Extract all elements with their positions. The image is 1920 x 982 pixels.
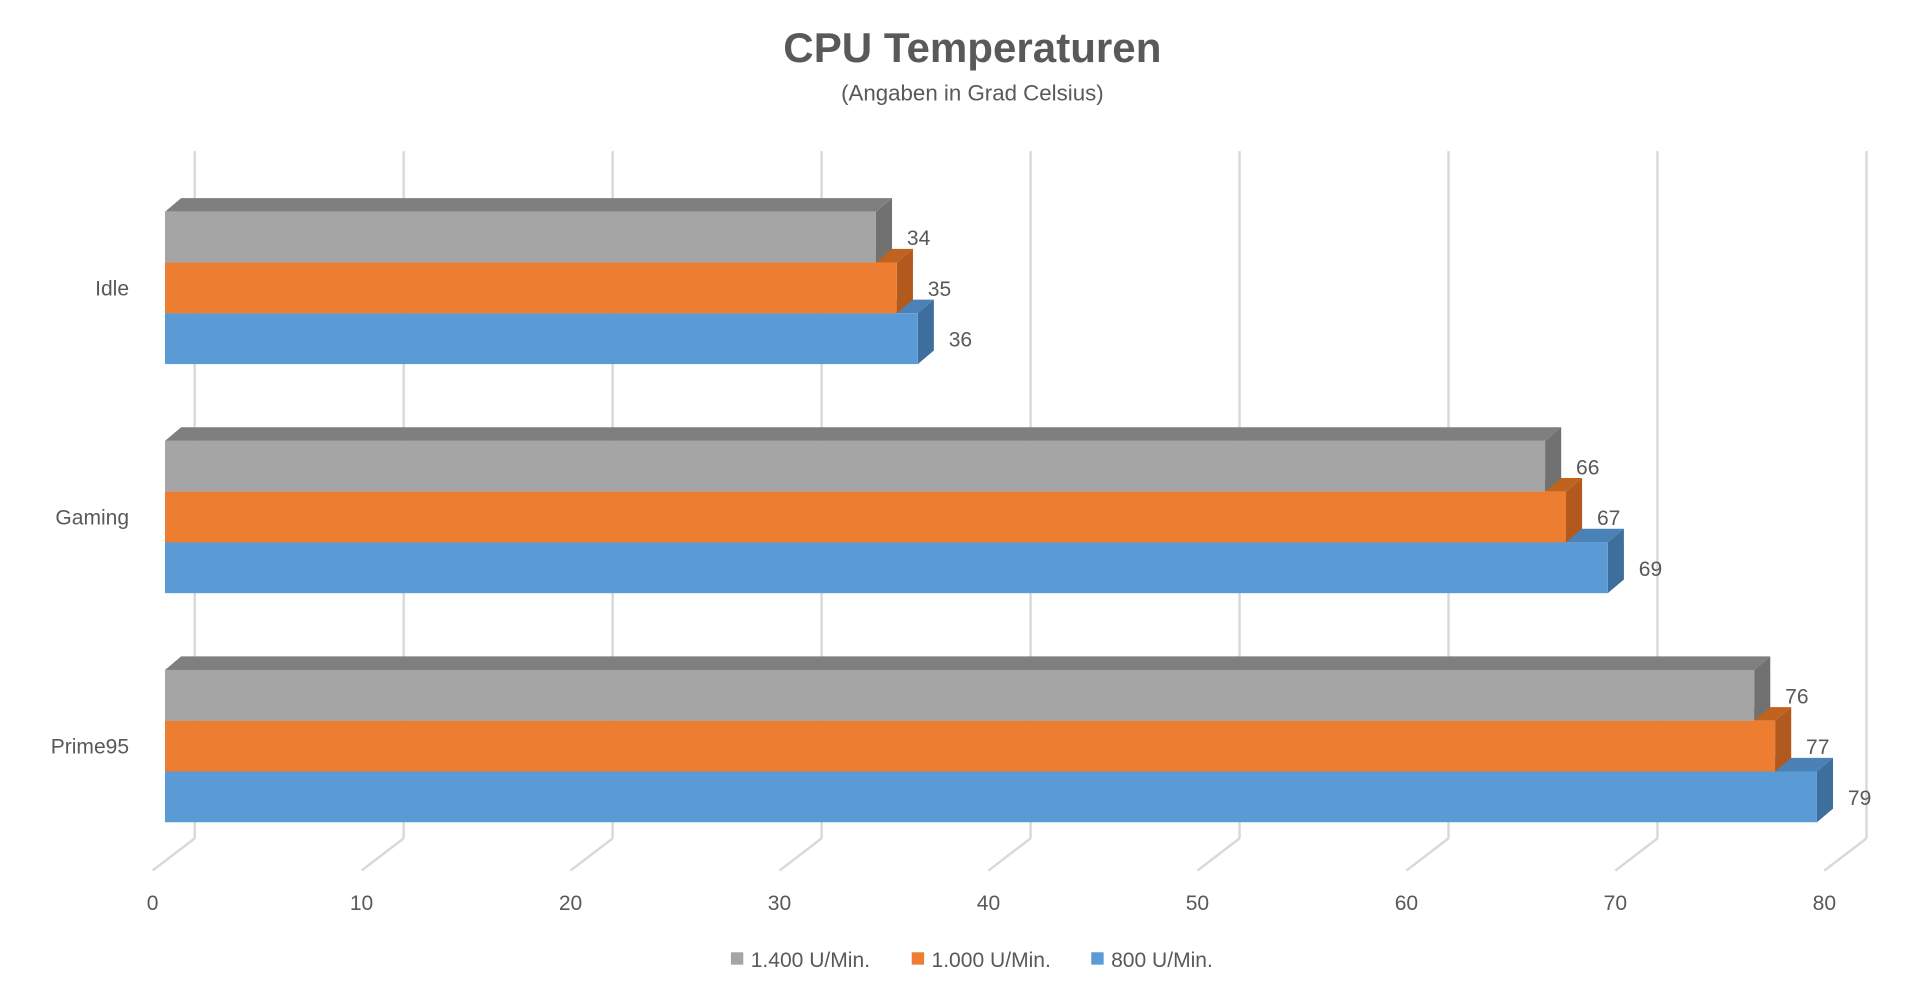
x-tick-label: 10 (350, 892, 373, 915)
gridline-floor (1196, 837, 1241, 872)
chart-title: CPU Temperaturen (783, 24, 1161, 71)
bar (164, 771, 1817, 823)
x-tick-label: 30 (768, 892, 791, 915)
gridline-floor (569, 837, 614, 872)
x-tick-label: 80 (1813, 892, 1836, 915)
category-label: Prime95 (51, 736, 129, 759)
gridline-floor (1614, 837, 1659, 872)
bar-side-face (1816, 757, 1834, 823)
bar-side-face (875, 198, 893, 263)
bar (164, 491, 1567, 543)
legend-label: 1.400 U/Min. (751, 949, 870, 972)
x-tick-label: 20 (559, 892, 582, 915)
data-label: 67 (1597, 507, 1620, 530)
bar-side-face (917, 299, 934, 365)
bar-top-face (164, 656, 1771, 670)
data-label: 36 (949, 329, 972, 352)
bar-top-face (164, 427, 1562, 441)
data-label: 35 (928, 278, 951, 301)
data-label: 66 (1576, 456, 1599, 479)
bar (164, 720, 1776, 772)
data-label: 69 (1639, 558, 1662, 581)
gridline-floor (151, 837, 196, 872)
gridline-floor (1823, 837, 1868, 872)
data-label: 76 (1785, 685, 1808, 708)
legend-label: 800 U/Min. (1111, 949, 1213, 972)
gridline-floor (987, 837, 1032, 872)
data-label: 79 (1848, 787, 1871, 810)
bar-side-face (896, 248, 913, 314)
bar (164, 440, 1546, 492)
legend-swatch (1091, 952, 1104, 965)
bar-side-face (1566, 477, 1583, 543)
bar (164, 313, 918, 365)
gridline-floor (1405, 837, 1450, 872)
x-tick-label: 40 (977, 892, 1000, 915)
legend: 1.400 U/Min. 1.000 U/Min. 800 U/Min. (730, 949, 1213, 972)
data-label: 34 (907, 227, 931, 250)
category-label: Idle (95, 277, 129, 300)
category-label: Gaming (55, 506, 129, 529)
legend-label: 1.000 U/Min. (932, 949, 1051, 972)
legend-swatch (730, 952, 744, 965)
bar (164, 542, 1608, 594)
x-tick-label: 70 (1604, 892, 1627, 915)
bar-top-face (164, 198, 893, 212)
gridline-floor (360, 837, 405, 872)
labels: 0 10 20 30 40 50 60 70 80 Idle 36 35 34 Gaming 69 67 66 P… (51, 227, 1872, 915)
data-label: 77 (1806, 736, 1829, 759)
bar-side-face (1775, 707, 1792, 772)
x-tick-label: 60 (1395, 892, 1418, 915)
legend-swatch (911, 952, 925, 965)
bar-side-face (1754, 656, 1771, 721)
x-tick-label: 50 (1186, 892, 1209, 915)
gridline-floor (778, 837, 823, 872)
x-tick-label: 0 (147, 892, 159, 915)
bars (164, 198, 1834, 823)
chart-subtitle: (Angaben in Grad Celsius) (841, 80, 1104, 105)
bar (164, 669, 1755, 721)
bar-side-face (1545, 427, 1562, 492)
bar (164, 211, 876, 263)
bar (164, 262, 897, 314)
bar-side-face (1607, 528, 1624, 594)
